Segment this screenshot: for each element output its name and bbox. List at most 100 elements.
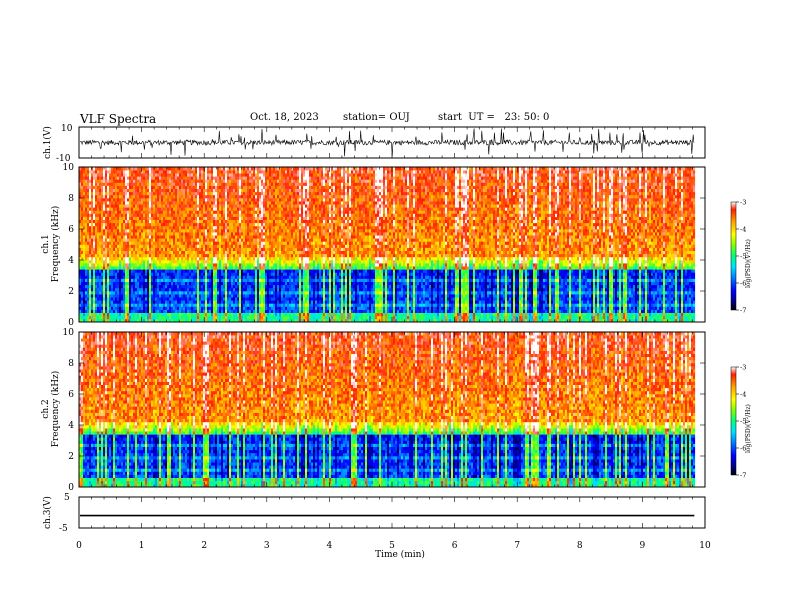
- spectrogram-cell: [191, 244, 194, 248]
- spectrogram-cell: [209, 318, 212, 323]
- spectrogram-cell: [259, 291, 262, 295]
- spectrogram-cell: [199, 170, 202, 174]
- spectrogram-cell: [105, 198, 108, 202]
- spectrogram-cell: [257, 188, 260, 193]
- spectrogram-cell: [115, 198, 118, 202]
- spectrogram-cell: [157, 235, 160, 239]
- spectrogram-cell: [117, 207, 120, 211]
- spectrogram-cell: [187, 284, 190, 289]
- spectrogram-cell: [177, 266, 180, 270]
- spectrogram-cell: [231, 318, 234, 323]
- spectrogram-cell: [205, 219, 208, 224]
- spectrogram-cell: [149, 300, 152, 304]
- spectrogram-cell: [195, 179, 198, 183]
- spectrogram-cell: [227, 253, 230, 258]
- spectrogram-cell: [159, 188, 162, 193]
- spectrogram-cell: [111, 294, 114, 298]
- spectrogram-cell: [261, 250, 264, 255]
- spectrogram-cell: [199, 309, 202, 313]
- spectrogram-cell: [191, 207, 194, 211]
- spectrogram-cell: [131, 318, 134, 323]
- spectrogram-cell: [221, 182, 224, 186]
- spectrogram-cell: [233, 312, 236, 317]
- spectrogram-cell: [221, 263, 224, 267]
- spectrogram-cell: [221, 167, 224, 171]
- spectrogram-cell: [237, 222, 240, 227]
- spectrogram-cell: [157, 312, 160, 317]
- spectrogram-cell: [233, 263, 236, 267]
- spectrogram-cell: [217, 250, 220, 255]
- spectrogram-cell: [255, 176, 258, 180]
- spectrogram-cell: [95, 219, 98, 224]
- spectrogram-cell: [235, 170, 238, 174]
- spectrogram-cell: [175, 291, 178, 295]
- spectrogram-cell: [207, 244, 210, 248]
- spectrogram-cell: [233, 219, 236, 224]
- spectrogram-cell: [259, 284, 262, 289]
- spectrogram-cell: [237, 238, 240, 242]
- spectrogram-cell: [241, 297, 244, 301]
- spectrogram-cell: [141, 312, 144, 317]
- spectrogram-cell: [217, 188, 220, 193]
- spectrogram-cell: [235, 256, 238, 261]
- spectrogram-cell: [167, 182, 170, 186]
- spectrogram-cell: [229, 232, 232, 236]
- spectrogram-cell: [153, 204, 156, 208]
- spectrogram-cell: [233, 303, 236, 307]
- spectrogram-cell: [97, 309, 100, 313]
- spectrogram-cell: [245, 238, 248, 242]
- spectrogram-cell: [111, 167, 114, 171]
- spectrogram-cell: [147, 207, 150, 211]
- spectrogram-cell: [145, 176, 148, 180]
- spectrogram-cell: [217, 297, 220, 301]
- spectrogram-cell: [185, 198, 188, 202]
- spectrogram-cell: [213, 272, 216, 276]
- spectrogram-cell: [81, 291, 84, 295]
- spectrogram-cell: [173, 229, 176, 233]
- spectrogram-cell: [127, 225, 130, 230]
- spectrogram-cell: [221, 312, 224, 317]
- spectrogram-cell: [109, 191, 112, 196]
- spectrogram-cell: [151, 312, 154, 317]
- spectrogram-cell: [263, 222, 266, 227]
- spectrogram-cell: [271, 229, 274, 233]
- spectrogram-cell: [129, 272, 132, 276]
- spectrogram-cell: [79, 176, 82, 180]
- spectrogram-cell: [259, 256, 262, 261]
- spectrogram-cell: [133, 247, 136, 251]
- spectrogram-cell: [199, 201, 202, 205]
- spectrogram-cell: [201, 185, 204, 189]
- spectrogram-cell: [81, 306, 84, 310]
- spectrogram-cell: [135, 225, 138, 230]
- spectrogram-cell: [269, 278, 272, 282]
- spectrogram-cell: [245, 294, 248, 298]
- spectrogram-cell: [199, 167, 202, 171]
- spectrogram-cell: [267, 241, 270, 245]
- spectrogram-cell: [253, 272, 256, 276]
- spectrogram-cell: [195, 176, 198, 180]
- spectrogram-cell: [213, 269, 216, 273]
- spectrogram-cell: [133, 278, 136, 282]
- spectrogram-cell: [263, 219, 266, 224]
- spectrogram-cell: [265, 300, 268, 304]
- spectrogram-cell: [183, 318, 186, 323]
- spectrogram-cell: [147, 241, 150, 245]
- spectrogram-cell: [131, 238, 134, 242]
- spectrogram-cell: [157, 207, 160, 211]
- spectrogram-cell: [87, 229, 90, 233]
- spectrogram-cell: [261, 266, 264, 270]
- spectrogram-cell: [91, 253, 94, 258]
- spectrogram-cell: [215, 284, 218, 289]
- spectrogram-cell: [177, 241, 180, 245]
- spectrogram-cell: [243, 278, 246, 282]
- spectrogram-cell: [135, 241, 138, 245]
- spectrogram-cell: [85, 204, 88, 208]
- spectrogram-cell: [271, 222, 274, 227]
- spectrogram-cell: [137, 297, 140, 301]
- spectrogram-cell: [109, 216, 112, 220]
- spectrogram-cell: [171, 188, 174, 193]
- spectrogram-cell: [173, 306, 176, 310]
- spectrogram-cell: [209, 188, 212, 193]
- spectrogram-cell: [227, 260, 230, 264]
- spectrogram-cell: [207, 287, 210, 292]
